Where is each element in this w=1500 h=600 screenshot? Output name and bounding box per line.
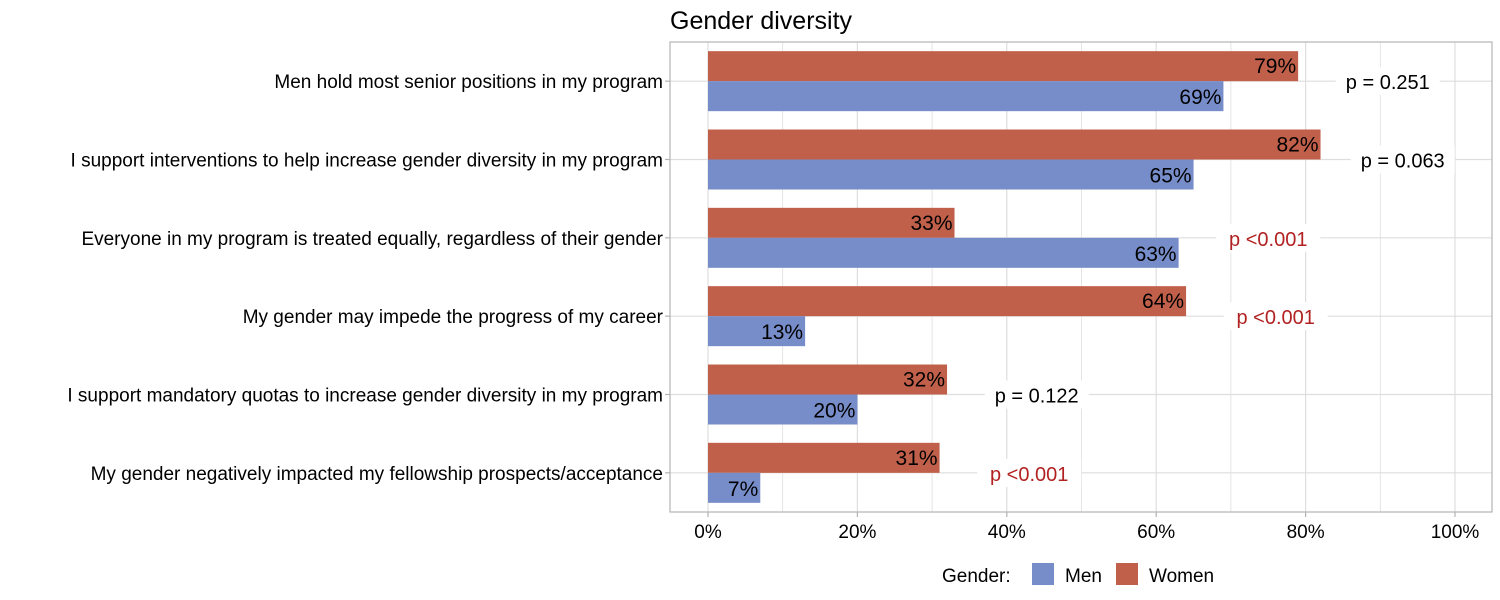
bar-men xyxy=(708,394,858,425)
bar-women xyxy=(708,129,1321,160)
x-tick-label: 20% xyxy=(838,522,876,543)
p-value-label: p <0.001 xyxy=(1229,229,1307,251)
legend-swatch-men xyxy=(1032,563,1054,585)
data-label-women: 79% xyxy=(1254,55,1296,78)
data-label-women: 33% xyxy=(910,212,952,235)
data-label-men: 20% xyxy=(813,400,855,423)
bar-women xyxy=(708,364,948,395)
y-tick-label: My gender may impede the progress of my … xyxy=(243,307,664,328)
data-label-men: 69% xyxy=(1179,86,1221,109)
plot-panel-border xyxy=(669,41,1493,513)
bar-women xyxy=(708,207,955,238)
p-value-label: p <0.001 xyxy=(990,464,1068,486)
x-tick-label: 100% xyxy=(1431,522,1480,543)
bar-men xyxy=(708,316,806,347)
p-value-background xyxy=(1216,223,1321,252)
data-label-men: 7% xyxy=(728,478,758,501)
p-value-label: p = 0.122 xyxy=(995,386,1079,408)
bar-men xyxy=(708,472,761,503)
data-label-women: 82% xyxy=(1277,134,1319,157)
bar-men xyxy=(708,81,1224,112)
y-tick-label: My gender negatively impacted my fellows… xyxy=(91,464,663,485)
bar-men xyxy=(708,237,1179,268)
y-tick-label: I support interventions to help increase… xyxy=(71,151,663,172)
legend-label-men: Men xyxy=(1065,566,1102,587)
labels: 79% 69% p = 0.251 82% 65% p = 0.063 33% 63% p <0… xyxy=(728,55,1455,501)
y-tick-label: Men hold most senior positions in my pro… xyxy=(274,72,663,93)
y-tick-label: Everyone in my program is treated equall… xyxy=(81,229,663,250)
chart-title: Gender diversity xyxy=(670,7,853,35)
data-label-women: 64% xyxy=(1142,290,1184,313)
p-value-label: p = 0.251 xyxy=(1346,72,1430,94)
legend-swatch-women xyxy=(1116,563,1138,585)
axes: Men hold most senior positions in my pro… xyxy=(67,72,1479,543)
data-label-men: 63% xyxy=(1135,243,1177,266)
p-value-label: p = 0.063 xyxy=(1361,151,1445,173)
p-value-background xyxy=(984,380,1089,409)
p-value-background xyxy=(1335,67,1440,96)
data-label-men: 13% xyxy=(761,321,803,344)
p-value-background xyxy=(977,458,1082,487)
p-value-background xyxy=(1223,302,1328,331)
data-label-men: 65% xyxy=(1150,165,1192,188)
bar-women xyxy=(708,51,1299,82)
legend-title: Gender: xyxy=(942,566,1011,587)
x-tick-label: 40% xyxy=(988,522,1026,543)
legend: Gender: Men Women xyxy=(942,563,1214,587)
data-label-women: 32% xyxy=(903,369,945,392)
x-tick-label: 60% xyxy=(1137,522,1175,543)
y-tick-label: I support mandatory quotas to increase g… xyxy=(67,386,663,407)
bar-women xyxy=(708,286,1187,317)
bar-women xyxy=(708,442,940,473)
x-tick-label: 0% xyxy=(694,522,722,543)
grid xyxy=(670,42,1492,512)
p-value-label: p <0.001 xyxy=(1237,307,1315,329)
bars xyxy=(708,51,1321,503)
bar-men xyxy=(708,159,1194,190)
p-value-background xyxy=(1350,145,1455,174)
x-tick-label: 80% xyxy=(1287,522,1325,543)
data-label-women: 31% xyxy=(896,447,938,470)
legend-label-women: Women xyxy=(1149,566,1214,587)
